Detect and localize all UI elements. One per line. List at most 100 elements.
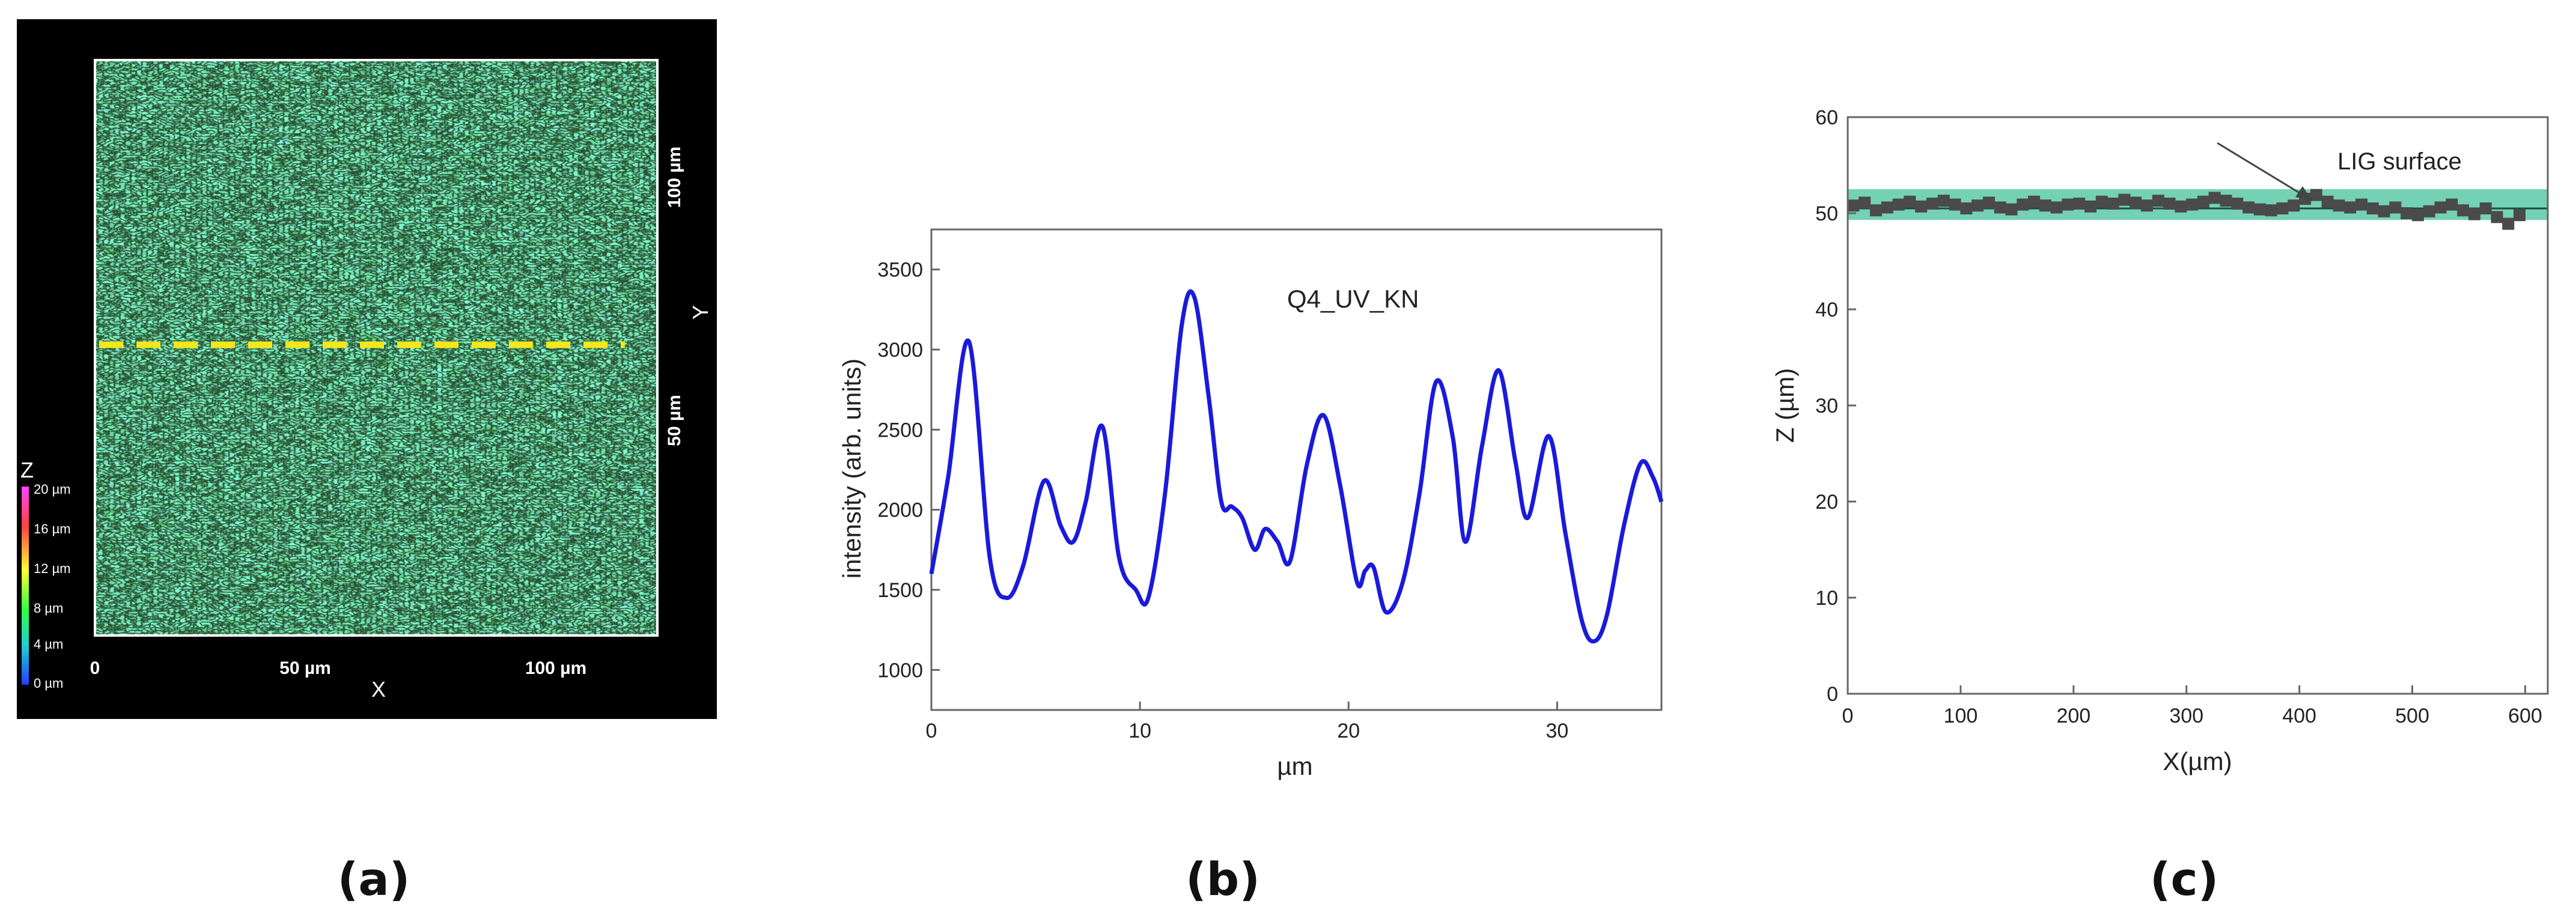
surface-point (1915, 200, 1928, 213)
surface-y-tick-label: 40 (1815, 299, 1838, 321)
panel-label-a: (a) (338, 852, 410, 906)
surface-point (2175, 200, 2187, 213)
surface-point (2502, 217, 2515, 230)
surface-y-axis-label: Z (µm) (1771, 368, 1799, 443)
colorbar-tick-20: 20 µm (34, 482, 71, 497)
surface-point (2479, 202, 2492, 214)
surface-x-tick-label: 300 (2169, 705, 2203, 727)
intensity-x-axis-label: µm (1277, 752, 1312, 780)
surface-point (2446, 198, 2458, 211)
intensity-x-tick-label: 10 (1128, 720, 1151, 742)
surface-points (1847, 189, 2526, 230)
panel-label-b: (b) (1186, 852, 1260, 906)
surface-point (2163, 198, 2176, 210)
surface-point (2423, 205, 2435, 217)
surface-x-axis-label: X(µm) (2163, 747, 2232, 775)
surface-point (1982, 196, 1995, 209)
surface-point (2028, 195, 2041, 208)
surface-point (2152, 195, 2164, 207)
surface-point (2355, 198, 2367, 211)
surface-point (2491, 211, 2503, 223)
surface-point (1892, 198, 1905, 211)
surface-x-tick-label: 600 (2508, 705, 2542, 727)
surface-point (1994, 201, 2006, 214)
surface-point (2050, 201, 2063, 214)
surface-point (1937, 195, 1950, 207)
micro-x-tick-50: 50 µm (279, 658, 331, 678)
intensity-y-tick-label: 2000 (877, 499, 923, 522)
micro-y-axis-label: Y (688, 305, 713, 320)
surface-point (2062, 198, 2074, 211)
micrograph-frame (94, 59, 659, 637)
surface-x-tick-label: 400 (2282, 705, 2316, 727)
surface-point (2253, 203, 2266, 216)
surface-x-tick-label: 500 (2395, 705, 2429, 727)
intensity-annotation: Q4_UV_KN (1287, 285, 1419, 313)
lig-surface-arrow (2217, 142, 2313, 202)
surface-y-tick-label: 30 (1815, 395, 1838, 417)
intensity-y-tick-label: 3500 (877, 259, 923, 282)
micro-y-tick-100: 100 µm (665, 147, 684, 208)
surface-point (2107, 198, 2119, 210)
surface-point (1869, 204, 1882, 217)
intensity-y-tick-label: 1000 (877, 659, 923, 682)
surface-point (1904, 195, 1916, 208)
surface-point (2208, 192, 2221, 204)
surface-point (2310, 189, 2322, 201)
surface-point (1859, 196, 1871, 209)
micro-x-axis-label: X (371, 677, 386, 702)
micro-x-tick-0: 0 (90, 658, 100, 678)
surface-point (2514, 209, 2526, 222)
surface-point (2366, 202, 2379, 214)
intensity-x-tick-label: 30 (1546, 720, 1569, 742)
surface-point (2005, 203, 2018, 216)
intensity-chart: 0 10 20 30 1000 1500 2000 2500 3000 3500 Q4_UV_KN… (838, 228, 1664, 780)
surface-point (1960, 202, 1973, 214)
surface-point (1847, 199, 1860, 212)
colorbar (22, 487, 29, 685)
intensity-y-tick-label: 3000 (877, 339, 923, 362)
surface-point (2039, 199, 2051, 212)
intensity-y-tick-label: 1500 (877, 579, 923, 602)
panel-label-c: (c) (2150, 852, 2219, 906)
surface-point (2130, 196, 2142, 209)
micrograph-panel: 0 50 µm 100 µm X 100 µm 50 µm Y Z 20 µm … (17, 19, 717, 719)
surface-point (2288, 199, 2300, 212)
surface-point (2220, 195, 2232, 207)
surface-point (2243, 201, 2255, 214)
surface-point (2265, 204, 2277, 217)
surface-profile-chart: 0 100 200 300 400 500 600 0 10 20 30 40 50 60 LIG sur… (1771, 106, 2549, 775)
surface-y-tick-label: 50 (1815, 202, 1838, 225)
surface-x-tick-label: 0 (1842, 705, 1854, 727)
lig-surface-annotation: LIG surface (2337, 148, 2462, 175)
surface-point (2333, 199, 2345, 212)
colorbar-tick-4: 4 µm (34, 637, 63, 652)
intensity-y-tick-label: 2500 (877, 419, 923, 441)
lig-surface-arrowhead (2295, 186, 2312, 201)
surface-point (2197, 195, 2209, 208)
surface-x-tick-label: 200 (2056, 705, 2090, 727)
surface-point (2095, 195, 2108, 208)
surface-point (2468, 208, 2480, 220)
colorbar-tick-16: 16 µm (34, 521, 71, 536)
colorbar-tick-0: 0 µm (34, 676, 63, 691)
surface-point (1949, 198, 1961, 211)
surface-point (2231, 198, 2244, 210)
surface-point (2118, 193, 2131, 206)
surface-x-tick-label: 100 (1944, 705, 1978, 727)
surface-point (2321, 195, 2334, 208)
surface-point (1881, 201, 1893, 214)
surface-point (2017, 198, 2029, 211)
surface-point (2276, 202, 2289, 214)
surface-y-tick-label: 0 (1827, 683, 1838, 706)
intensity-ticks: 0 10 20 30 1000 1500 2000 2500 3000 3500 (877, 259, 1568, 742)
surface-point (2378, 205, 2390, 217)
intensity-y-axis-label: intensity (arb. units) (838, 359, 866, 578)
surface-point (2457, 204, 2470, 217)
micro-x-tick-100: 100 µm (525, 658, 586, 678)
surface-ticks: 0 100 200 300 400 500 600 0 10 20 30 40 50 60 (1815, 106, 2542, 727)
micro-y-tick-50: 50 µm (665, 395, 684, 446)
intensity-x-tick-label: 20 (1337, 720, 1360, 742)
colorbar-title: Z (20, 458, 34, 482)
